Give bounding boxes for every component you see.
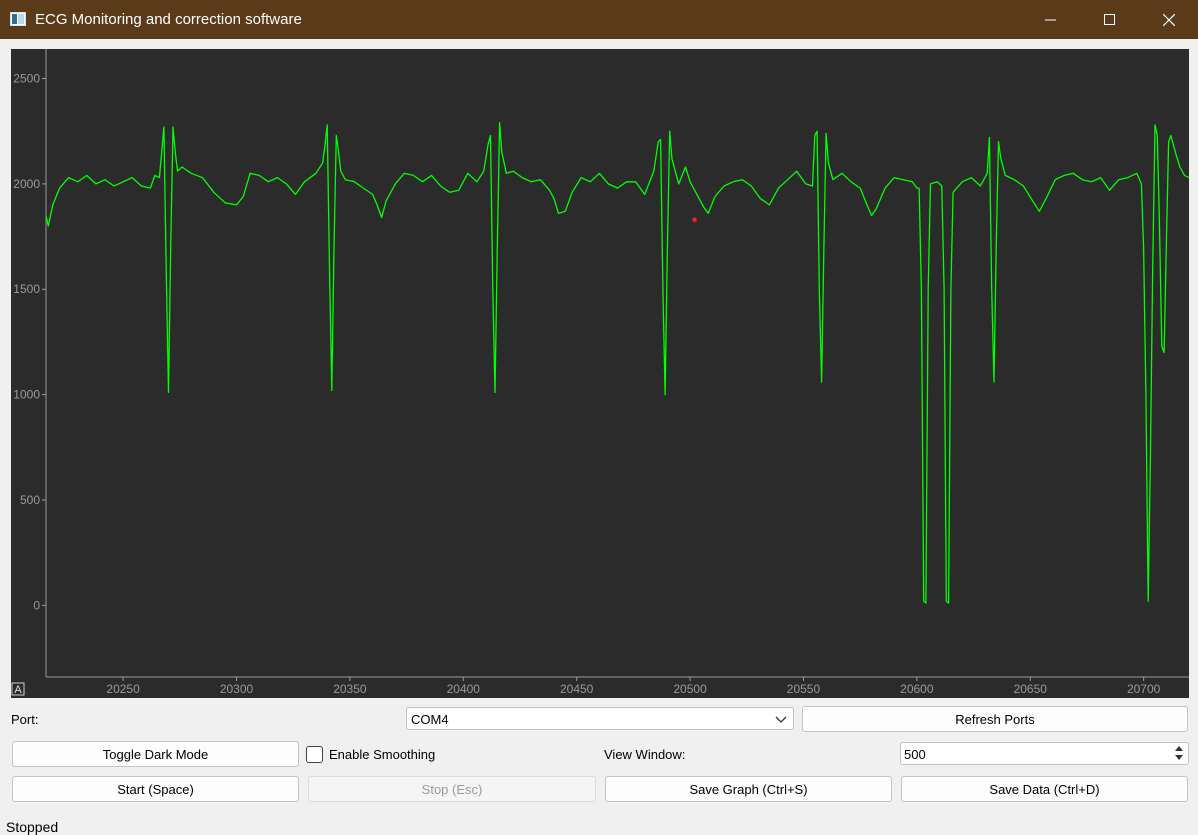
cursor-marker-point: [692, 217, 697, 222]
smoothing-label: Enable Smoothing: [329, 747, 436, 762]
view-window-label: View Window:: [604, 747, 686, 762]
window-title: ECG Monitoring and correction software: [35, 11, 302, 28]
title-bar: ECG Monitoring and correction software: [0, 0, 1198, 39]
x-tick-label: 20300: [220, 682, 254, 696]
x-tick-label: 20600: [900, 682, 934, 696]
spin-down-icon[interactable]: [1172, 753, 1186, 762]
save-graph-button[interactable]: Save Graph (Ctrl+S): [605, 776, 892, 802]
auto-range-label: A: [14, 684, 22, 696]
refresh-ports-button[interactable]: Refresh Ports: [802, 706, 1188, 732]
y-tick-label: 500: [20, 493, 40, 507]
close-button[interactable]: [1140, 0, 1198, 39]
spin-up-icon[interactable]: [1172, 744, 1186, 753]
chevron-down-icon: [775, 713, 787, 728]
x-tick-label: 20650: [1014, 682, 1048, 696]
view-window-spinbox[interactable]: 500: [900, 742, 1189, 765]
ecg-plot[interactable]: 0 500 1000 1500 2000 2500 20250 20300 20350 20400…: [11, 49, 1189, 698]
auto-range-button[interactable]: [11, 682, 25, 696]
x-tick-label: 20400: [447, 682, 481, 696]
toggle-dark-mode-button[interactable]: Toggle Dark Mode: [12, 741, 299, 767]
y-tick-label: 1500: [13, 282, 40, 296]
maximize-icon: [1104, 13, 1115, 25]
ecg-plot-canvas[interactable]: 0 500 1000 1500 2000 2500 20250 20300 20350 20400…: [11, 49, 1189, 698]
close-icon: [1163, 13, 1175, 26]
minimize-button[interactable]: [1022, 0, 1080, 39]
x-tick-label: 20700: [1127, 682, 1161, 696]
ecg-signal-line: [45, 122, 1189, 604]
x-tick-label: 20500: [673, 682, 707, 696]
x-tick-label: 20550: [787, 682, 821, 696]
app-icon: [10, 12, 26, 26]
start-button[interactable]: Start (Space): [12, 776, 299, 802]
x-tick-label: 20450: [560, 682, 594, 696]
x-tick-label: 20350: [333, 682, 367, 696]
port-label: Port:: [11, 712, 39, 727]
minimize-icon: [1045, 19, 1056, 20]
port-select[interactable]: COM4: [406, 707, 794, 730]
view-window-value: 500: [904, 747, 926, 762]
y-tick-label: 1000: [13, 388, 40, 402]
status-bar-text: Stopped: [6, 819, 59, 835]
port-select-value: COM4: [411, 712, 449, 727]
maximize-button[interactable]: [1081, 0, 1139, 39]
smoothing-checkbox[interactable]: [306, 746, 323, 763]
save-data-button[interactable]: Save Data (Ctrl+D): [901, 776, 1188, 802]
x-tick-label: 20250: [106, 682, 140, 696]
y-tick-label: 0: [33, 598, 40, 612]
y-tick-label: 2500: [13, 72, 40, 86]
stop-button[interactable]: Stop (Esc): [308, 776, 596, 802]
y-tick-label: 2000: [13, 177, 40, 191]
